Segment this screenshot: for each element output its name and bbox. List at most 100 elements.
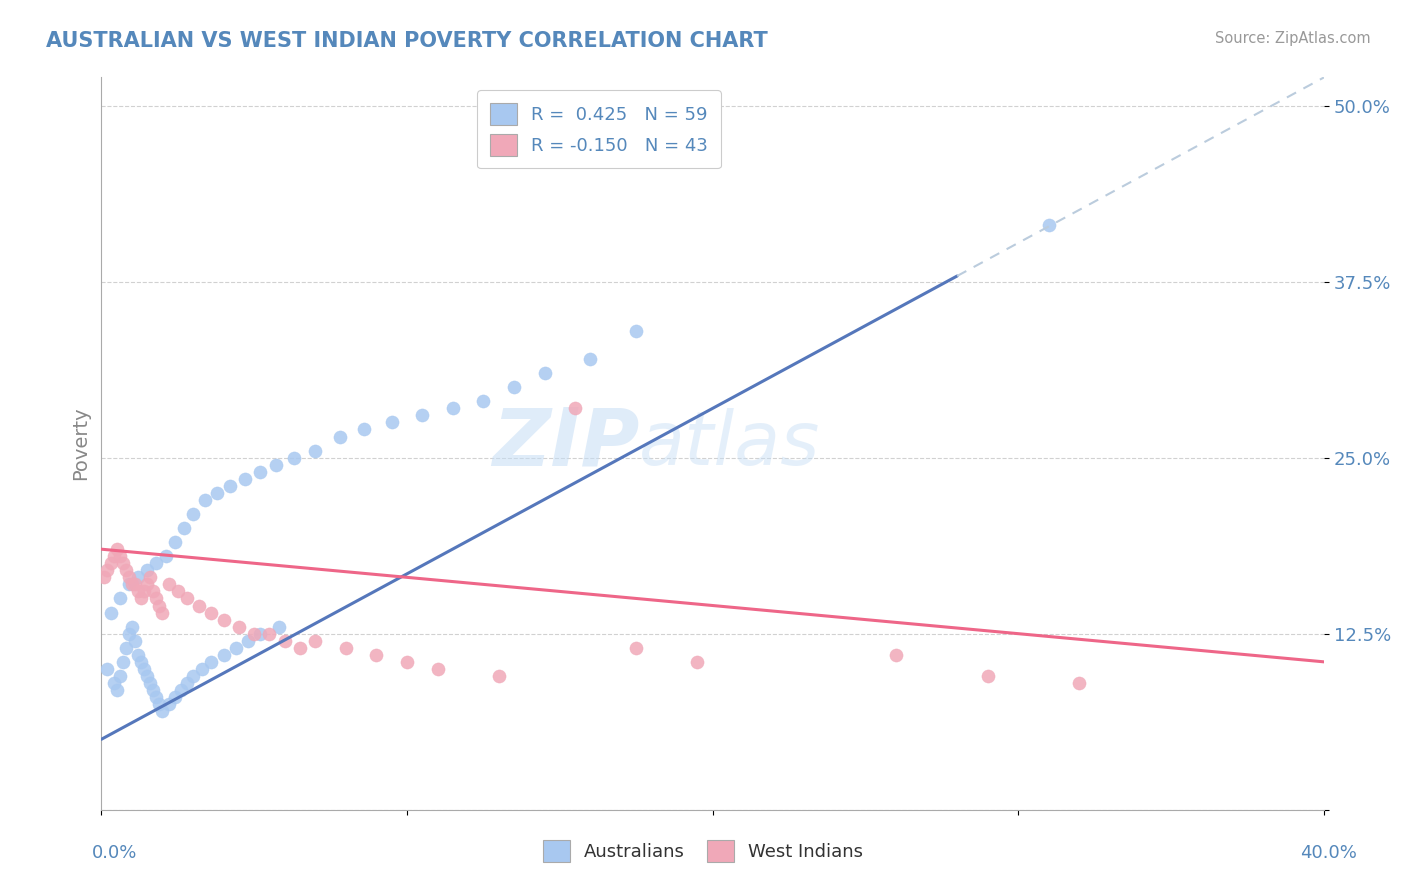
Point [114,640,136,655]
Point [200,606,222,620]
Point [163,690,186,704]
Point [136,669,159,683]
Point [228,620,250,634]
Point [264,458,287,472]
Point [148,599,170,613]
Point [152,606,174,620]
Point [127,570,149,584]
Point [105,542,128,557]
Point [249,626,271,640]
Point [533,366,555,380]
Point [157,577,180,591]
Point [100,556,122,570]
Point [212,648,235,662]
Point [212,613,235,627]
Point [118,577,141,591]
Point [304,633,326,648]
Point [503,380,526,394]
Point [111,556,134,570]
Point [134,662,156,676]
Point [288,640,311,655]
Point [194,492,217,507]
Point [976,669,998,683]
Point [564,401,586,416]
Point [579,352,602,367]
Point [176,676,198,690]
Point [274,633,297,648]
Point [1069,676,1091,690]
Point [136,563,159,577]
Point [152,704,174,718]
Text: 0.0%: 0.0% [91,844,136,862]
Point [218,479,240,493]
Point [181,507,204,521]
Point [686,655,709,669]
Point [267,620,290,634]
Text: Source: ZipAtlas.com: Source: ZipAtlas.com [1215,31,1371,46]
Point [329,429,352,443]
Point [108,669,131,683]
Point [236,633,259,648]
Point [353,422,375,436]
Point [134,584,156,599]
Point [118,570,141,584]
Point [96,563,118,577]
Point [884,648,907,662]
Point [283,450,305,465]
Legend: R =  0.425   N = 59, R = -0.150   N = 43: R = 0.425 N = 59, R = -0.150 N = 43 [477,90,721,169]
Point [124,633,146,648]
Point [200,655,222,669]
Point [103,676,125,690]
Point [127,648,149,662]
Point [626,324,648,338]
Point [225,640,247,655]
Point [108,549,131,564]
Point [145,690,167,704]
Point [411,409,433,423]
Point [626,640,648,655]
Point [176,591,198,606]
Point [173,521,195,535]
Point [488,669,510,683]
Point [111,655,134,669]
Point [121,620,143,634]
Point [207,486,229,500]
Point [148,697,170,711]
Point [145,591,167,606]
Text: AUSTRALIAN VS WEST INDIAN POVERTY CORRELATION CHART: AUSTRALIAN VS WEST INDIAN POVERTY CORREL… [46,31,768,51]
Point [304,443,326,458]
Point [335,640,357,655]
Text: 40.0%: 40.0% [1301,844,1357,862]
Text: ZIP: ZIP [492,405,640,483]
Point [108,591,131,606]
Y-axis label: Poverty: Poverty [72,407,90,481]
Point [243,626,266,640]
Point [142,584,165,599]
Point [163,535,186,549]
Point [191,662,214,676]
Point [166,584,188,599]
Point [426,662,449,676]
Point [142,683,165,698]
Point [181,669,204,683]
Point [139,570,162,584]
Point [129,591,152,606]
Point [96,662,118,676]
Point [188,599,211,613]
Point [136,577,159,591]
Point [145,556,167,570]
Point [93,570,115,584]
Point [105,683,128,698]
Point [127,584,149,599]
Point [249,465,271,479]
Point [1038,219,1060,233]
Point [441,401,464,416]
Point [129,655,152,669]
Text: atlas: atlas [640,408,821,480]
Point [121,577,143,591]
Point [124,577,146,591]
Point [157,697,180,711]
Point [259,626,281,640]
Point [472,394,495,409]
Point [139,676,162,690]
